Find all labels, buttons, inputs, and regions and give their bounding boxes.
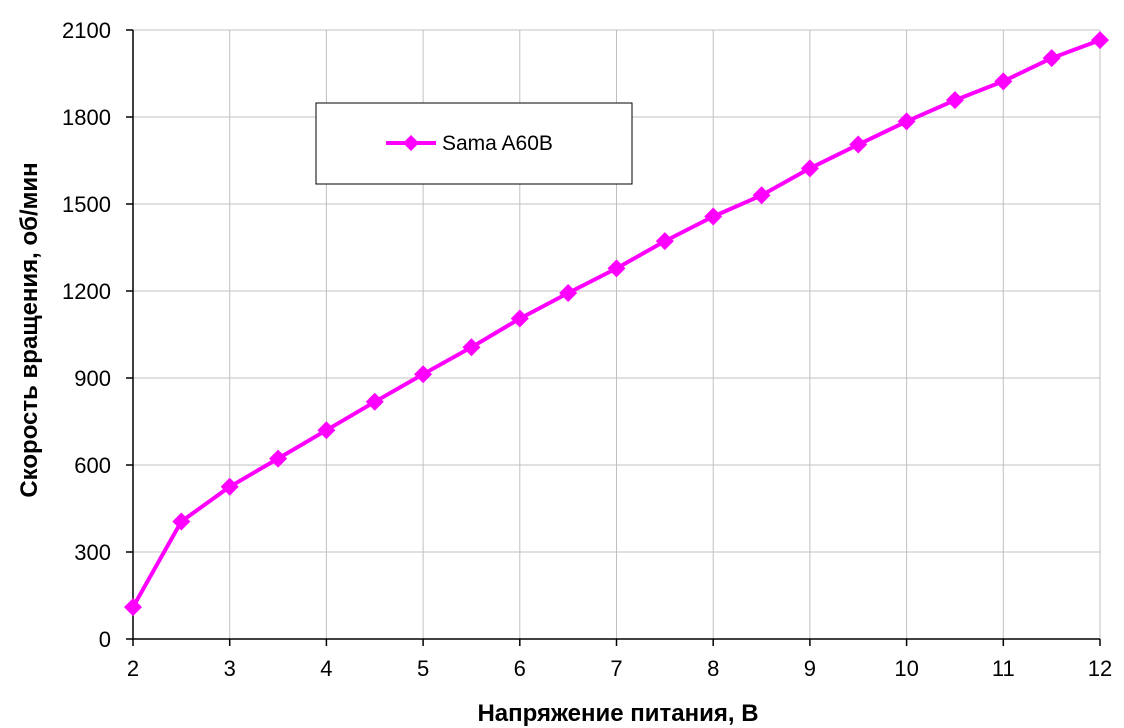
data-point <box>800 159 819 178</box>
y-tick-label: 0 <box>99 627 111 652</box>
data-point <box>897 112 916 131</box>
data-point <box>945 91 964 110</box>
ticks: 2 3 4 5 6 7 8 9 10 11 12 0 300 600 900 1200 1500 1800 2100 <box>62 18 1112 681</box>
x-tick-label: 10 <box>894 656 918 681</box>
data-point <box>1042 49 1061 68</box>
data-point <box>172 512 191 531</box>
legend: Sama A60B <box>315 102 633 185</box>
x-tick-label: 3 <box>224 656 236 681</box>
legend-marker <box>403 135 419 151</box>
y-tick-label: 1200 <box>62 279 111 304</box>
data-point <box>607 259 626 278</box>
data-point <box>510 309 529 328</box>
data-point <box>994 72 1013 91</box>
y-tick-label: 1800 <box>62 105 111 130</box>
data-point <box>317 421 336 440</box>
x-tick-label: 2 <box>127 656 139 681</box>
data-point <box>559 284 578 303</box>
y-tick-label: 1500 <box>62 192 111 217</box>
x-tick-label: 12 <box>1088 656 1112 681</box>
x-tick-label: 11 <box>992 656 1015 681</box>
y-axis-title: Скорость вращения, об/мин <box>16 162 43 497</box>
x-tick-label: 9 <box>804 656 816 681</box>
y-tick-label: 900 <box>74 366 111 391</box>
x-tick-label: 7 <box>610 656 622 681</box>
y-tick-label: 2100 <box>62 18 111 43</box>
x-tick-label: 4 <box>320 656 332 681</box>
data-point <box>220 477 239 496</box>
data-point <box>752 186 771 205</box>
y-tick-label: 600 <box>74 453 111 478</box>
legend-box <box>315 102 633 185</box>
data-point <box>655 232 674 251</box>
x-tick-label: 5 <box>417 656 429 681</box>
data-point <box>124 598 142 617</box>
legend-label: Sama A60B <box>442 132 553 155</box>
series <box>124 31 1109 617</box>
data-point <box>1091 31 1109 50</box>
data-point <box>462 338 481 357</box>
data-point <box>704 207 723 226</box>
x-tick-label: 8 <box>707 656 719 681</box>
data-point <box>414 365 433 384</box>
data-point <box>269 449 288 468</box>
x-tick-label: 6 <box>514 656 526 681</box>
x-axis-title: Напряжение питания, В <box>477 700 758 727</box>
data-point <box>849 135 868 154</box>
data-point <box>365 392 384 411</box>
y-tick-label: 300 <box>74 540 111 565</box>
